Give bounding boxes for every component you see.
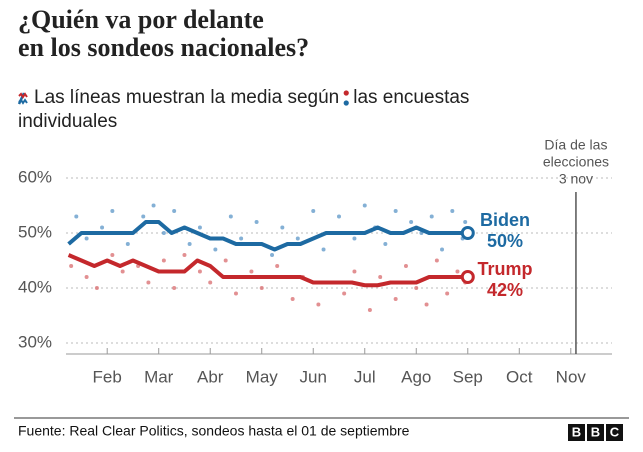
poll-dot xyxy=(440,247,445,252)
source: Fuente: Real Clear Politics, sondeos has… xyxy=(18,423,410,439)
poll-dot xyxy=(445,291,450,296)
poll-dot xyxy=(74,214,79,219)
poll-dot xyxy=(254,220,259,224)
poll-dot xyxy=(259,286,264,290)
x-tick-label: Feb xyxy=(93,367,122,386)
y-tick-label: 40% xyxy=(18,277,52,296)
poll-dot xyxy=(450,209,455,213)
poll-dot xyxy=(84,236,89,241)
y-tick-label: 30% xyxy=(18,332,52,351)
poll-dot xyxy=(316,302,321,307)
x-tick-label: Mar xyxy=(144,367,174,386)
poll-dot xyxy=(161,258,166,263)
poll-dot xyxy=(403,264,408,268)
subtitle: individuales xyxy=(18,111,117,132)
chart-title: ¿Quién va por delante xyxy=(18,5,264,34)
poll-dot xyxy=(197,225,202,230)
average-line xyxy=(67,253,468,288)
poll-dot xyxy=(233,291,238,296)
poll-dot xyxy=(321,247,326,252)
x-tick-label: Jul xyxy=(354,367,376,386)
line-legend-icon xyxy=(17,92,28,105)
poll-dot xyxy=(110,209,115,213)
poll-dot xyxy=(125,242,130,246)
value-label: 50% xyxy=(487,231,523,251)
poll-dot xyxy=(275,264,280,268)
poll-dot xyxy=(172,286,177,290)
x-tick-label: Jun xyxy=(300,367,327,386)
poll-dot xyxy=(434,258,439,263)
poll-dot xyxy=(151,203,156,208)
poll-dot xyxy=(141,214,146,219)
poll-dot xyxy=(409,220,414,224)
poll-dot xyxy=(197,269,202,274)
poll-dot xyxy=(94,286,99,290)
poll-dot xyxy=(367,308,372,312)
poll-dot xyxy=(311,209,316,213)
x-tick-label: May xyxy=(246,367,279,386)
series-label: Biden xyxy=(480,210,530,230)
annotation-text: elecciones xyxy=(543,154,609,170)
y-tick-label: 50% xyxy=(18,222,52,241)
poll-dot xyxy=(187,242,192,246)
logo-letter: C xyxy=(610,424,620,439)
poll-dot xyxy=(352,269,357,274)
poll-dot xyxy=(424,302,429,307)
poll-dot xyxy=(161,231,166,235)
poll-dot xyxy=(84,275,89,279)
logo: B B C xyxy=(568,424,623,441)
value-label: 42% xyxy=(487,280,523,300)
average-line xyxy=(67,220,468,252)
poll-dot xyxy=(455,269,460,274)
x-tick-label: Sep xyxy=(453,367,483,386)
poll-dot xyxy=(239,236,244,241)
end-marker xyxy=(460,226,475,240)
subtitle: las encuestas xyxy=(353,87,469,108)
poll-dot xyxy=(100,225,105,230)
poll-dot xyxy=(120,269,125,274)
poll-dot xyxy=(213,247,218,252)
poll-dot xyxy=(295,236,300,241)
poll-dot xyxy=(69,264,74,268)
poll-dot xyxy=(146,280,151,285)
poll-dot xyxy=(208,280,213,285)
poll-dot xyxy=(362,203,367,208)
poll-dot xyxy=(352,236,357,241)
poll-dot xyxy=(182,253,187,257)
dot-legend-icon xyxy=(343,90,349,106)
poll-dot xyxy=(249,269,254,274)
poll-dot xyxy=(393,209,398,213)
poll-dot xyxy=(463,220,468,224)
poll-dot xyxy=(172,209,177,213)
poll-dot xyxy=(378,275,383,279)
poll-dot xyxy=(337,214,341,219)
y-tick-label: 60% xyxy=(18,167,52,186)
series-label: Trump xyxy=(477,259,532,279)
annotation-text: 3 nov xyxy=(559,171,593,187)
poll-dot xyxy=(223,258,228,263)
poll-dot xyxy=(342,291,347,296)
logo-letter: B xyxy=(591,424,600,439)
logo-letter: B xyxy=(572,424,581,439)
poll-dot xyxy=(383,242,388,246)
chart-title: en los sondeos nacionales? xyxy=(18,33,309,62)
x-tick-label: Nov xyxy=(556,367,587,386)
poll-dot xyxy=(290,297,295,301)
poll-dot xyxy=(228,214,233,219)
x-tick-label: Oct xyxy=(506,367,533,386)
poll-dot xyxy=(429,214,434,219)
subtitle: Las líneas muestran la media según xyxy=(34,87,339,108)
poll-dot xyxy=(270,253,275,257)
x-tick-label: Ago xyxy=(401,367,431,386)
x-tick-label: Abr xyxy=(197,367,224,386)
poll-dot xyxy=(280,225,285,230)
poll-dot xyxy=(393,297,398,301)
poll-dot xyxy=(414,286,419,290)
annotation-text: Día de las xyxy=(544,137,607,153)
poll-dot xyxy=(110,253,115,257)
end-marker xyxy=(460,270,475,284)
